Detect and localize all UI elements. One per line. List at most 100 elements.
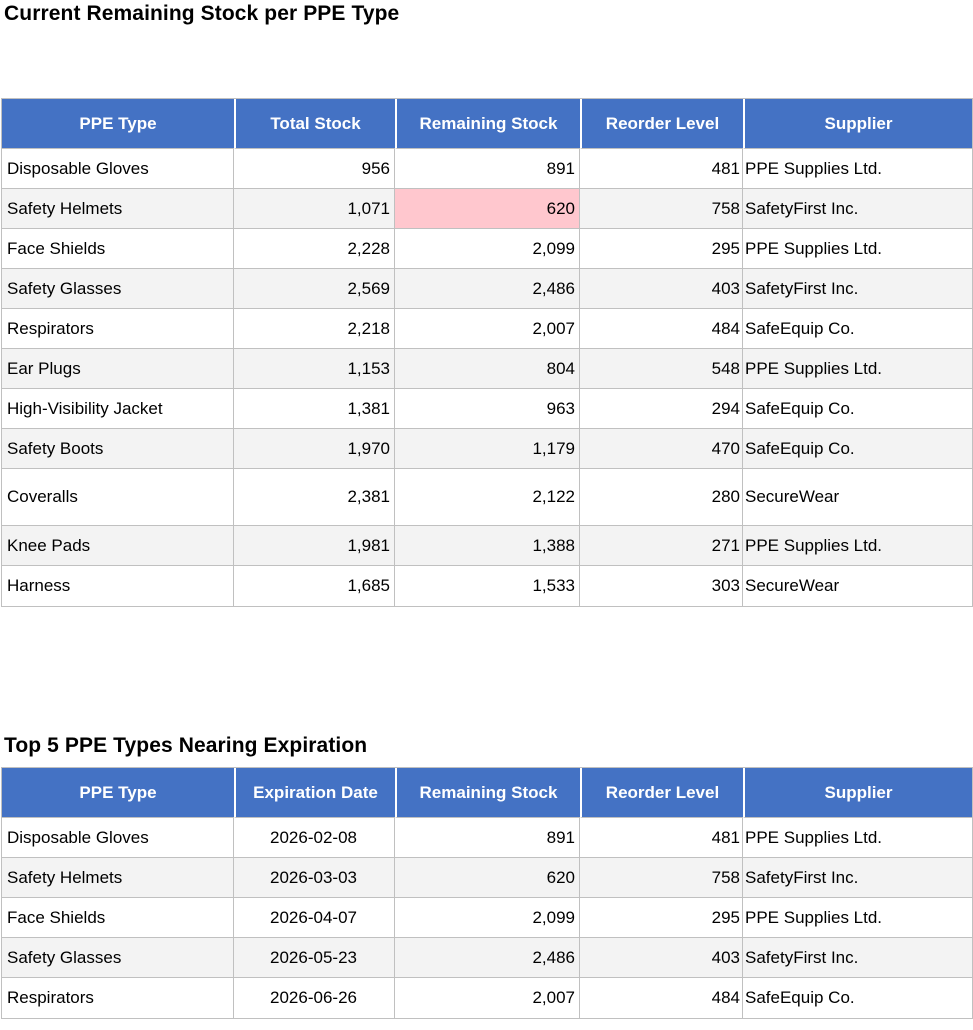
table-row: Disposable Gloves 956 891 481 PPE Supplies L…: [2, 149, 972, 189]
table-row: Safety Helmets 2026-03-03 620 758 SafetyFirs…: [2, 858, 972, 898]
cell-expiration-date: 2026-03-03: [234, 858, 395, 898]
cell-remaining-stock: 2,486: [395, 269, 580, 309]
table-row: Face Shields 2026-04-07 2,099 295 PPE Suppli…: [2, 898, 972, 938]
table-row: Coveralls 2,381 2,122 280 SecureWear: [2, 469, 972, 526]
cell-supplier: SafetyFirst Inc.: [743, 858, 972, 898]
cell-remaining-stock: 2,007: [395, 978, 580, 1018]
cell-ppe-type: Safety Glasses: [2, 938, 234, 978]
cell-ppe-type: High-Visibility Jacket: [2, 389, 234, 429]
table-row: Safety Glasses 2026-05-23 2,486 403 SafetyFi…: [2, 938, 972, 978]
cell-total-stock: 1,153: [234, 349, 395, 389]
cell-ppe-type: Knee Pads: [2, 526, 234, 566]
table-row: Knee Pads 1,981 1,388 271 PPE Supplies Ltd.: [2, 526, 972, 566]
cell-total-stock: 2,218: [234, 309, 395, 349]
table-row: Safety Glasses 2,569 2,486 403 SafetyFirst I…: [2, 269, 972, 309]
cell-total-stock: 2,381: [234, 469, 395, 526]
cell-supplier: SafeEquip Co.: [743, 978, 972, 1018]
table-row: Ear Plugs 1,153 804 548 PPE Supplies Ltd.: [2, 349, 972, 389]
cell-supplier: PPE Supplies Ltd.: [743, 349, 972, 389]
cell-reorder-level: 481: [580, 149, 743, 189]
cell-remaining-stock: 1,179: [395, 429, 580, 469]
cell-total-stock: 1,685: [234, 566, 395, 606]
table-row: Safety Helmets 1,071 620 758 SafetyFirst Inc…: [2, 189, 972, 229]
cell-reorder-level: 271: [580, 526, 743, 566]
cell-remaining-stock: 1,388: [395, 526, 580, 566]
cell-reorder-level: 481: [580, 818, 743, 858]
cell-reorder-level: 294: [580, 389, 743, 429]
cell-ppe-type: Coveralls: [2, 469, 234, 526]
cell-ppe-type: Safety Boots: [2, 429, 234, 469]
table-row: Respirators 2026-06-26 2,007 484 SafeEquip C…: [2, 978, 972, 1018]
cell-reorder-level: 303: [580, 566, 743, 606]
cell-expiration-date: 2026-06-26: [234, 978, 395, 1018]
cell-remaining-stock: 1,533: [395, 566, 580, 606]
cell-supplier: SafeEquip Co.: [743, 429, 972, 469]
cell-total-stock: 956: [234, 149, 395, 189]
cell-remaining-stock: 804: [395, 349, 580, 389]
cell-ppe-type: Disposable Gloves: [2, 149, 234, 189]
cell-supplier: SafetyFirst Inc.: [743, 189, 972, 229]
cell-supplier: PPE Supplies Ltd.: [743, 149, 972, 189]
nearing-expiration-title: Top 5 PPE Types Nearing Expiration: [4, 734, 368, 757]
cell-remaining-stock: 2,122: [395, 469, 580, 526]
cell-ppe-type: Respirators: [2, 978, 234, 1018]
table-row: Respirators 2,218 2,007 484 SafeEquip Co.: [2, 309, 972, 349]
cell-reorder-level: 280: [580, 469, 743, 526]
cell-reorder-level: 295: [580, 229, 743, 269]
cell-remaining-stock: 891: [395, 149, 580, 189]
table-row: High-Visibility Jacket 1,381 963 294 SafeEqu…: [2, 389, 972, 429]
cell-total-stock: 1,381: [234, 389, 395, 429]
cell-supplier: PPE Supplies Ltd.: [743, 818, 972, 858]
nearing-expiration-table: PPE Type Expiration Date Remaining Stock Re…: [1, 767, 973, 1019]
cell-supplier: SecureWear: [743, 469, 972, 526]
current-stock-title: Current Remaining Stock per PPE Type: [4, 2, 400, 25]
table-row: Face Shields 2,228 2,099 295 PPE Supplies Lt…: [2, 229, 972, 269]
column-header-ppe-type: PPE Type: [2, 768, 234, 818]
cell-ppe-type: Disposable Gloves: [2, 818, 234, 858]
cell-ppe-type: Safety Glasses: [2, 269, 234, 309]
column-header-reorder-level: Reorder Level: [580, 99, 743, 149]
cell-remaining-stock: 620: [395, 189, 580, 229]
cell-total-stock: 1,981: [234, 526, 395, 566]
cell-ppe-type: Face Shields: [2, 898, 234, 938]
cell-total-stock: 2,228: [234, 229, 395, 269]
cell-reorder-level: 470: [580, 429, 743, 469]
header-row: PPE Type Expiration Date Remaining Stock Re…: [2, 768, 972, 818]
cell-ppe-type: Respirators: [2, 309, 234, 349]
cell-expiration-date: 2026-02-08: [234, 818, 395, 858]
column-header-remaining-stock: Remaining Stock: [395, 99, 580, 149]
cell-ppe-type: Safety Helmets: [2, 189, 234, 229]
cell-ppe-type: Safety Helmets: [2, 858, 234, 898]
cell-reorder-level: 403: [580, 938, 743, 978]
section-current-stock: Current Remaining Stock per PPE Type PPE…: [1, 2, 973, 607]
cell-reorder-level: 758: [580, 858, 743, 898]
section-nearing-expiration: Top 5 PPE Types Nearing Expiration PPE T…: [0, 732, 973, 1019]
header-row: PPE Type Total Stock Remaining Stock Reorde…: [2, 99, 972, 149]
cell-remaining-stock: 2,099: [395, 898, 580, 938]
table-row: Disposable Gloves 2026-02-08 891 481 PPE Sup…: [2, 818, 972, 858]
column-header-total-stock: Total Stock: [234, 99, 395, 149]
cell-total-stock: 2,569: [234, 269, 395, 309]
cell-expiration-date: 2026-04-07: [234, 898, 395, 938]
cell-supplier: PPE Supplies Ltd.: [743, 526, 972, 566]
cell-supplier: SafeEquip Co.: [743, 389, 972, 429]
column-header-ppe-type: PPE Type: [2, 99, 234, 149]
cell-reorder-level: 484: [580, 978, 743, 1018]
cell-ppe-type: Face Shields: [2, 229, 234, 269]
cell-ppe-type: Harness: [2, 566, 234, 606]
cell-remaining-stock: 2,007: [395, 309, 580, 349]
cell-expiration-date: 2026-05-23: [234, 938, 395, 978]
cell-remaining-stock: 2,486: [395, 938, 580, 978]
cell-remaining-stock: 891: [395, 818, 580, 858]
table-row: Safety Boots 1,970 1,179 470 SafeEquip Co.: [2, 429, 972, 469]
cell-supplier: PPE Supplies Ltd.: [743, 898, 972, 938]
cell-supplier: PPE Supplies Ltd.: [743, 229, 972, 269]
cell-reorder-level: 484: [580, 309, 743, 349]
column-header-reorder-level: Reorder Level: [580, 768, 743, 818]
cell-remaining-stock: 2,099: [395, 229, 580, 269]
table-row: Harness 1,685 1,533 303 SecureWear: [2, 566, 972, 606]
column-header-supplier: Supplier: [743, 768, 972, 818]
cell-supplier: SafetyFirst Inc.: [743, 938, 972, 978]
cell-total-stock: 1,970: [234, 429, 395, 469]
